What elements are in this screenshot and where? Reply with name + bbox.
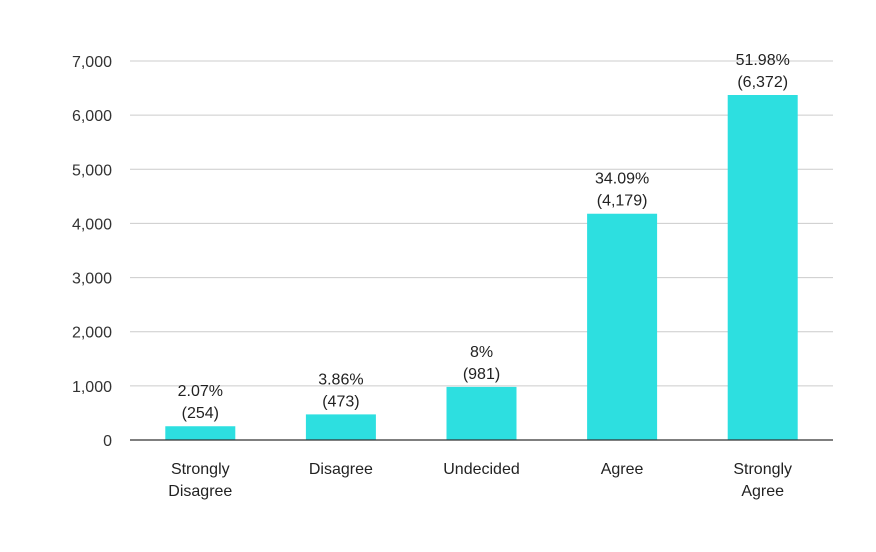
y-tick-label: 2,000 [72,325,112,342]
x-category-label: Strongly Agree [733,461,792,500]
x-category-label-line: Strongly [171,461,230,478]
axes: 0 1,000 2,000 3,000 4,000 5,000 6,000 7,000 Stro… [72,54,833,500]
x-category-label: Disagree [309,461,373,478]
count-label: (254) [182,405,219,422]
y-tick-label: 4,000 [72,216,112,233]
bar [587,213,658,440]
data-labels: 2.07% (254) 3.86% (473) 8% (981) 34.09% (4,179)… [178,52,790,422]
gridlines [130,60,833,387]
y-tick-label: 6,000 [72,108,112,125]
x-category-label-line: Disagree [309,461,373,478]
y-tick-label: 5,000 [72,162,112,179]
x-category-label-line: Disagree [168,483,232,500]
y-tick-label: 0 [103,433,112,450]
bar [446,386,517,440]
x-category-label-line: Strongly [733,461,792,478]
percent-label: 3.86% [318,371,363,388]
bars [165,95,798,441]
x-category-label-line: Undecided [443,461,520,478]
bar [165,426,236,440]
count-label: (981) [463,366,500,383]
y-tick-label: 7,000 [72,54,112,71]
count-label: (473) [322,393,359,410]
y-tick-label: 1,000 [72,379,112,396]
x-category-label-line: Agree [741,483,784,500]
percent-label: 2.07% [178,383,223,400]
percent-label: 34.09% [595,171,649,188]
count-label: (4,179) [597,193,648,210]
bar [727,95,798,441]
bar [305,414,376,440]
percent-label: 8% [470,344,493,361]
percent-label: 51.98% [736,52,790,69]
y-tick-label: 3,000 [72,271,112,288]
x-category-label-line: Agree [601,461,644,478]
x-category-label: Agree [601,461,644,478]
count-label: (6,372) [737,74,788,91]
x-category-label: Strongly Disagree [168,461,232,500]
x-category-label: Undecided [443,461,520,478]
